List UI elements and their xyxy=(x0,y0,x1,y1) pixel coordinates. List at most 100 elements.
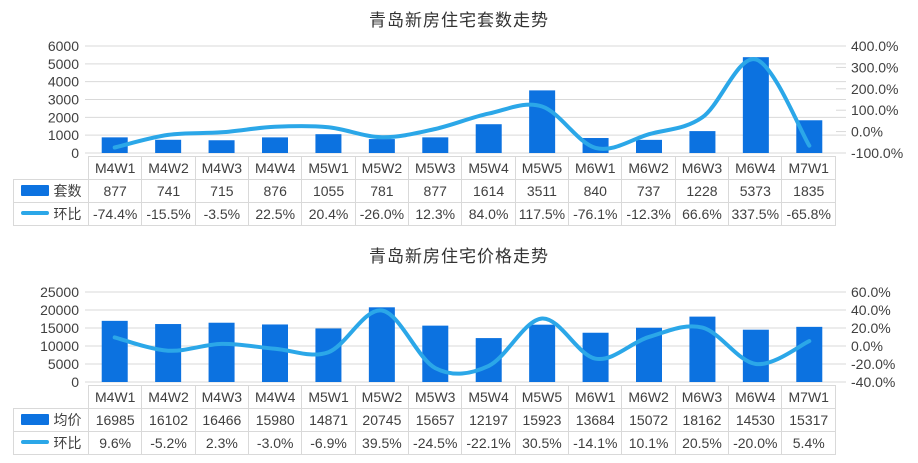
value-cell: 1228 xyxy=(674,179,730,203)
pct-cell: -20.0% xyxy=(728,431,783,455)
pct-cell: -6.9% xyxy=(301,431,356,455)
value-cell: 13684 xyxy=(568,408,623,432)
category-cell: M4W2 xyxy=(141,156,196,180)
value-cell: 16102 xyxy=(141,408,196,432)
pct-cell: 5.4% xyxy=(781,431,836,455)
bar xyxy=(689,316,716,382)
category-cell: M4W1 xyxy=(87,156,143,180)
bar xyxy=(101,320,128,382)
pct-cell: -26.0% xyxy=(354,202,410,226)
value-cell: 14871 xyxy=(301,408,356,432)
category-cell: M5W2 xyxy=(354,385,410,409)
value-cell: 737 xyxy=(621,179,676,203)
bar xyxy=(475,124,502,153)
bar xyxy=(262,137,288,153)
value-cell: 16985 xyxy=(87,408,143,432)
value-cell: 14530 xyxy=(728,408,783,432)
value-cell: 18162 xyxy=(674,408,730,432)
value-cell: 1614 xyxy=(461,179,516,203)
category-cell: M5W2 xyxy=(354,156,410,180)
value-cell: 715 xyxy=(194,179,250,203)
price-chart-title: 青岛新房住宅价格走势 xyxy=(369,247,549,266)
category-cell: M6W1 xyxy=(568,385,623,409)
y-axis-left-label: 25000 xyxy=(40,284,79,300)
series-name: 环比 xyxy=(53,435,82,451)
legend-cell: 环比 xyxy=(13,431,89,455)
category-cell: M4W2 xyxy=(141,385,196,409)
category-cell: M6W1 xyxy=(568,156,623,180)
bar xyxy=(368,307,395,382)
value-cell: 15923 xyxy=(514,408,570,432)
value-cell: 741 xyxy=(141,179,196,203)
pct-cell: 22.5% xyxy=(248,202,303,226)
pct-cell: -5.2% xyxy=(141,431,196,455)
pct-cell: 117.5% xyxy=(514,202,570,226)
series-name: 环比 xyxy=(53,206,82,222)
bar xyxy=(368,139,395,153)
units-data-table: M4W1 M4W2 M4W3 M4W4 M5W1 M5W2 M5W3 M5W4 M5W5 M6W1… xyxy=(13,156,836,226)
value-cell: 3511 xyxy=(514,179,570,203)
category-cell: M5W1 xyxy=(301,385,356,409)
y-axis-right-label: -40.0% xyxy=(851,374,895,390)
value-cell: 876 xyxy=(248,179,303,203)
category-cell: M7W1 xyxy=(781,156,836,180)
y-axis-right-label: 100.0% xyxy=(851,102,898,118)
y-axis-right-label: 0.0% xyxy=(851,338,883,354)
category-cell: M5W1 xyxy=(301,156,356,180)
bar xyxy=(155,324,182,382)
bar xyxy=(636,139,662,153)
legend-cell: 套数 xyxy=(13,179,89,203)
units-chart-title: 青岛新房住宅套数走势 xyxy=(369,11,549,30)
category-row: M4W1 M4W2 M4W3 M4W4 M5W1 M5W2 M5W3 M5W4 M5W5 M6W1… xyxy=(14,385,836,409)
bar-legend-swatch-icon xyxy=(20,413,49,425)
y-axis-left-label: 3000 xyxy=(48,92,79,108)
category-cell: M4W1 xyxy=(87,385,143,409)
value-row: 套数 877 741 715 876 1055 781 877 1614 3511 840 737 12… xyxy=(13,179,836,203)
y-axis-right-label: 400.0% xyxy=(851,38,898,54)
y-axis-right-label: 0.0% xyxy=(851,124,883,140)
pct-cell: -15.5% xyxy=(141,202,196,226)
pct-cell: -3.5% xyxy=(194,202,250,226)
category-cell: M6W3 xyxy=(674,156,730,180)
line-legend-swatch-icon xyxy=(20,211,49,215)
bar xyxy=(315,134,342,153)
pct-cell: 9.6% xyxy=(87,431,143,455)
value-cell: 16466 xyxy=(194,408,250,432)
legend-cell: 均价 xyxy=(13,408,89,432)
category-cell: M5W5 xyxy=(514,385,570,409)
units-chart-module: 青岛新房住宅套数走势 0 1000 2000 3000 4000 5000 6000 400.… xyxy=(13,11,903,226)
bar xyxy=(742,329,769,382)
category-cell: M4W4 xyxy=(248,156,303,180)
y-axis-left-label: 2000 xyxy=(48,109,79,125)
value-cell: 20745 xyxy=(354,408,410,432)
bar xyxy=(796,120,823,153)
pct-cell: 12.3% xyxy=(408,202,463,226)
y-axis-left-label: 6000 xyxy=(48,38,79,54)
bar xyxy=(262,324,288,382)
bar xyxy=(636,327,662,382)
pct-cell: 2.3% xyxy=(194,431,250,455)
value-cell: 15317 xyxy=(781,408,836,432)
pct-cell: -65.8% xyxy=(781,202,836,226)
y-axis-left-label: 5000 xyxy=(48,356,79,372)
pct-cell: -3.0% xyxy=(248,431,303,455)
y-axis-left-label: 4000 xyxy=(48,74,79,90)
pct-cell: -12.3% xyxy=(621,202,676,226)
bar xyxy=(796,326,823,382)
category-cell: M4W3 xyxy=(194,385,250,409)
price-data-table: M4W1 M4W2 M4W3 M4W4 M5W1 M5W2 M5W3 M5W4 M5W5 M6W1… xyxy=(13,385,836,455)
pct-row: 环比 9.6% -5.2% 2.3% -3.0% -6.9% 39.5% -24.5% -22.… xyxy=(13,431,836,455)
bar xyxy=(101,137,128,153)
pct-cell: -22.1% xyxy=(461,431,516,455)
category-cell: M6W4 xyxy=(728,156,783,180)
trend-line xyxy=(112,57,812,151)
table-corner-spacer xyxy=(14,157,89,180)
category-cell: M4W3 xyxy=(194,156,250,180)
series-name: 套数 xyxy=(53,183,82,199)
category-cell: M6W4 xyxy=(728,385,783,409)
bar xyxy=(529,324,556,382)
value-cell: 15980 xyxy=(248,408,303,432)
price-chart-module: 青岛新房住宅价格走势 0 5000 10000 15000 20000 25000 60.0… xyxy=(0,232,918,463)
pct-cell: 39.5% xyxy=(354,431,410,455)
y-axis-right-label: 40.0% xyxy=(851,302,891,318)
